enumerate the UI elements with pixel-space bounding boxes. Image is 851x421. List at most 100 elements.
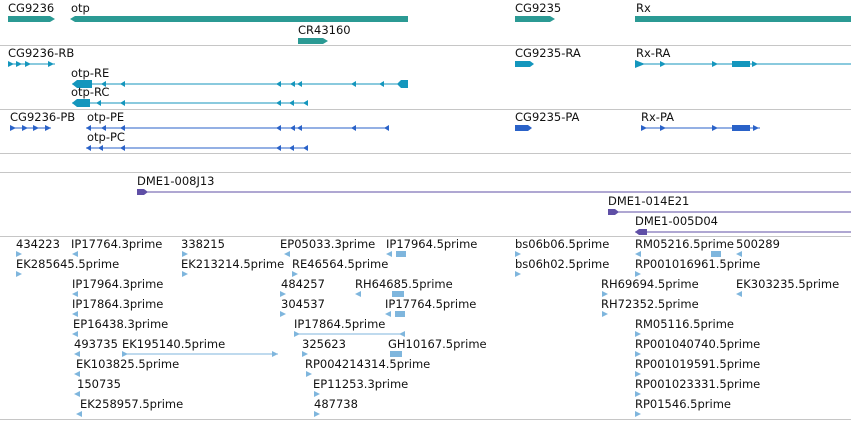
- est-marker[interactable]: [602, 291, 608, 297]
- est-marker[interactable]: [355, 291, 361, 297]
- est-marker[interactable]: [635, 251, 641, 257]
- transcript-cg9235-pa[interactable]: [515, 125, 532, 131]
- est-marker[interactable]: [76, 411, 82, 417]
- est-marker[interactable]: [272, 351, 278, 357]
- transcript-label-rx-ra[interactable]: Rx-RA: [636, 46, 671, 60]
- est-marker[interactable]: [635, 271, 641, 277]
- transcript-label-otp-pe[interactable]: otp-PE: [87, 110, 125, 124]
- est-label[interactable]: 500289: [736, 237, 780, 251]
- est-marker[interactable]: [292, 271, 298, 277]
- transcript-rx-ra[interactable]: [635, 60, 851, 68]
- est-label[interactable]: EK303235.5prime: [736, 277, 840, 291]
- gene-label-rx[interactable]: Rx: [636, 1, 651, 15]
- est-label[interactable]: 338215: [181, 237, 225, 251]
- est-marker[interactable]: [635, 371, 641, 377]
- est-marker[interactable]: [515, 251, 521, 257]
- est-label[interactable]: RP01546.5prime: [635, 397, 731, 411]
- est-label[interactable]: EP05033.3prime: [280, 237, 376, 251]
- est-label[interactable]: RP001019591.5prime: [635, 357, 761, 371]
- est-label[interactable]: RM05216.5prime: [635, 237, 734, 251]
- gene-cr43160-bar[interactable]: [298, 38, 328, 44]
- est-label[interactable]: RP001016961.5prime: [635, 257, 761, 271]
- est-marker[interactable]: [314, 411, 320, 417]
- gene-cg9236-bar[interactable]: [8, 16, 55, 22]
- est-label[interactable]: RP004214314.5prime: [305, 357, 431, 371]
- est-label[interactable]: 487738: [314, 397, 358, 411]
- est-label[interactable]: IP17764.5prime: [385, 297, 477, 311]
- est-label[interactable]: bs06h02.5prime: [515, 257, 610, 271]
- gene-label-cg9236[interactable]: CG9236: [8, 1, 55, 15]
- est-label[interactable]: RE46564.5prime: [292, 257, 389, 271]
- est-marker[interactable]: [314, 391, 320, 397]
- est-marker[interactable]: [16, 251, 22, 257]
- clone-dme1-008j13[interactable]: [137, 189, 851, 195]
- est-label[interactable]: EK195140.5prime: [122, 337, 226, 351]
- est-label[interactable]: 150735: [77, 377, 121, 391]
- transcript-cg9236-rb[interactable]: [8, 61, 55, 67]
- est-marker[interactable]: [72, 291, 78, 297]
- transcript-label-otp-rc[interactable]: otp-RC: [71, 85, 110, 99]
- transcript-label-cg9236-rb[interactable]: CG9236-RB: [8, 46, 75, 60]
- est-marker[interactable]: [399, 331, 405, 337]
- transcript-label-cg9236-pb[interactable]: CG9236-PB: [10, 110, 76, 124]
- est-label[interactable]: GH10167.5prime: [388, 337, 487, 351]
- est-marker[interactable]: [74, 391, 80, 397]
- est-marker[interactable]: [74, 351, 80, 357]
- est-label[interactable]: RH69694.5prime: [601, 277, 699, 291]
- est-label[interactable]: 434223: [16, 237, 60, 251]
- est-label[interactable]: RP001023331.5prime: [635, 377, 761, 391]
- clone-label-dme1-005d04[interactable]: DME1-005D04: [635, 214, 718, 228]
- est-label[interactable]: EP16438.3prime: [73, 317, 169, 331]
- transcript-otp-pc[interactable]: [86, 145, 308, 151]
- est-marker[interactable]: [386, 251, 392, 257]
- est-label[interactable]: EP11253.3prime: [313, 377, 409, 391]
- transcript-otp-pe[interactable]: [86, 125, 389, 131]
- transcript-otp-rc[interactable]: [72, 99, 308, 107]
- est-marker[interactable]: [74, 371, 80, 377]
- gene-otp-bar[interactable]: [70, 16, 408, 22]
- est-block[interactable]: [390, 351, 402, 357]
- clone-dme1-005d04[interactable]: [635, 229, 851, 235]
- est-marker[interactable]: [736, 251, 742, 257]
- est-label[interactable]: EK285645.5prime: [16, 257, 120, 271]
- est-block[interactable]: [395, 311, 405, 317]
- est-label[interactable]: 484257: [281, 277, 325, 291]
- est-label[interactable]: 304537: [281, 297, 325, 311]
- transcript-label-cg9235-ra[interactable]: CG9235-RA: [515, 46, 581, 60]
- est-marker[interactable]: [602, 311, 608, 317]
- transcript-otp-re[interactable]: [72, 80, 408, 88]
- est-marker[interactable]: [182, 271, 188, 277]
- est-marker[interactable]: [16, 271, 22, 277]
- est-marker[interactable]: [72, 331, 78, 337]
- est-label[interactable]: RM05116.5prime: [635, 317, 734, 331]
- est-label[interactable]: EK258957.5prime: [80, 397, 184, 411]
- est-marker[interactable]: [635, 411, 641, 417]
- est-marker[interactable]: [385, 311, 391, 317]
- est-marker[interactable]: [294, 331, 300, 337]
- transcript-cg9236-pb[interactable]: [10, 125, 51, 131]
- gene-rx-bar[interactable]: [635, 16, 851, 22]
- est-marker[interactable]: [280, 311, 286, 317]
- est-marker[interactable]: [122, 351, 128, 357]
- est-label[interactable]: 493735: [74, 337, 118, 351]
- est-label[interactable]: RH64685.5prime: [355, 277, 453, 291]
- transcript-label-cg9235-pa[interactable]: CG9235-PA: [515, 110, 580, 124]
- est-label[interactable]: EK103825.5prime: [76, 357, 180, 371]
- est-label[interactable]: RP001040740.5prime: [635, 337, 761, 351]
- est-block[interactable]: [711, 251, 721, 257]
- gene-label-otp[interactable]: otp: [71, 1, 90, 15]
- est-label[interactable]: 325623: [302, 337, 346, 351]
- est-label[interactable]: IP17764.3prime: [71, 237, 163, 251]
- est-marker[interactable]: [635, 331, 641, 337]
- est-marker[interactable]: [515, 271, 521, 277]
- gene-label-cr43160[interactable]: CR43160: [298, 23, 351, 37]
- est-marker[interactable]: [72, 311, 78, 317]
- clone-label-dme1-008j13[interactable]: DME1-008J13: [137, 174, 215, 188]
- est-marker[interactable]: [182, 251, 188, 257]
- est-block[interactable]: [396, 251, 406, 257]
- clone-dme1-014e21[interactable]: [608, 209, 851, 215]
- gene-label-cg9235[interactable]: CG9235: [515, 1, 562, 15]
- transcript-label-rx-pa[interactable]: Rx-PA: [641, 110, 675, 124]
- est-label[interactable]: IP17964.5prime: [386, 237, 478, 251]
- est-marker[interactable]: [306, 371, 312, 377]
